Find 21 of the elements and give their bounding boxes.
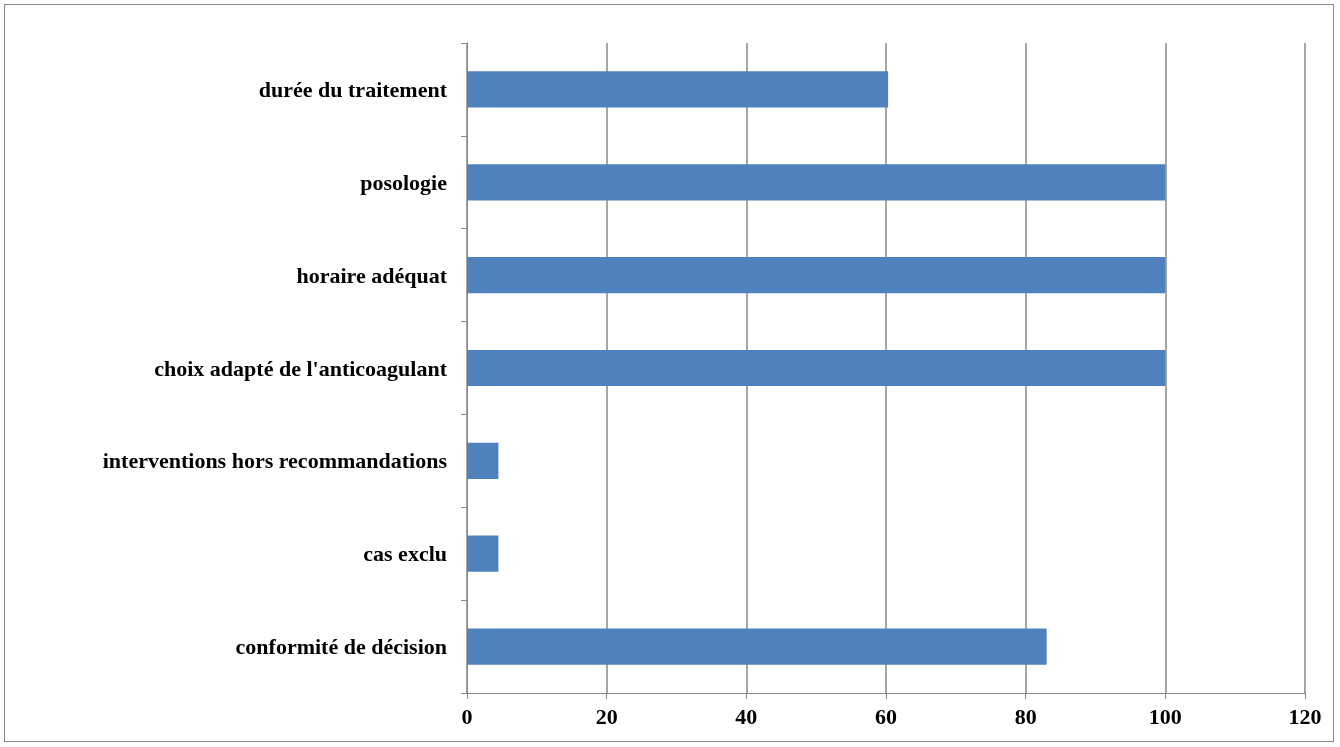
x-tick-label: 100 [1148,703,1182,729]
x-tick-label: 40 [735,703,758,729]
bar [467,535,499,572]
x-tick-label: 0 [461,703,473,729]
y-tick-label: interventions hors recommandations [102,448,448,474]
bar [467,257,1166,294]
bar [467,164,1166,201]
bar [467,349,1166,387]
x-tick-label: 60 [875,703,897,729]
y-tick-label: horaire adéquat [296,262,448,288]
x-tick-label: 20 [595,703,618,729]
bar [467,71,889,108]
x-tick-label: 80 [1014,703,1037,729]
y-tick-label: durée du traitement [258,76,448,102]
bar [467,442,499,479]
x-tick-label: 120 [1288,703,1322,729]
y-tick-label: cas exclu [363,541,447,567]
y-tick-label: conformité de décision [235,634,447,660]
bar [467,628,1047,665]
y-tick-label: posologie [360,169,448,195]
y-tick-label: choix adapté de l'anticoagulant [154,355,448,381]
